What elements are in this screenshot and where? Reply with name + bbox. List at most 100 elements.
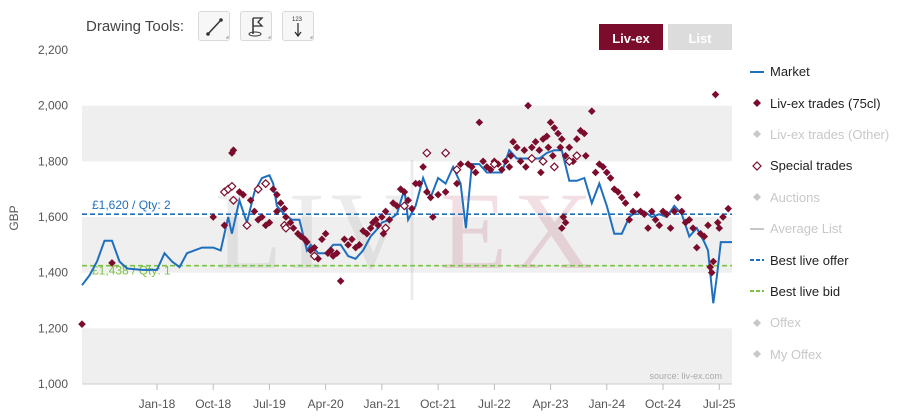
trade-point[interactable]: [369, 218, 377, 227]
trade-point[interactable]: [591, 168, 600, 177]
trade-point[interactable]: [632, 190, 641, 199]
trade-point[interactable]: [621, 199, 630, 207]
line-tool-button[interactable]: [198, 11, 231, 41]
special-trade-point[interactable]: [227, 181, 237, 192]
trade-point[interactable]: [617, 193, 626, 202]
trade-point[interactable]: [254, 215, 262, 224]
trade-point[interactable]: [561, 218, 570, 227]
trade-point[interactable]: [565, 143, 574, 152]
special-trade-point[interactable]: [549, 162, 559, 172]
trade-point[interactable]: [640, 210, 649, 219]
trade-point[interactable]: [644, 224, 652, 232]
trade-point[interactable]: [546, 118, 555, 127]
trade-point[interactable]: [550, 124, 559, 132]
legend-item[interactable]: Liv-ex trades (Other): [750, 119, 900, 150]
trade-point[interactable]: [280, 204, 289, 213]
legend-item[interactable]: Auctions: [750, 182, 900, 213]
trade-point[interactable]: [374, 221, 382, 230]
special-trade-point[interactable]: [440, 148, 451, 158]
trade-point[interactable]: [385, 215, 394, 224]
trade-point[interactable]: [674, 193, 682, 202]
trade-point[interactable]: [479, 157, 487, 166]
trade-point[interactable]: [602, 168, 611, 177]
trade-point[interactable]: [258, 213, 266, 221]
trade-point[interactable]: [692, 243, 701, 252]
special-trade-point[interactable]: [538, 156, 548, 166]
legend-item[interactable]: Market: [750, 56, 900, 87]
flag-tool-button[interactable]: [240, 11, 273, 41]
special-trade-point[interactable]: [253, 184, 263, 194]
trade-point[interactable]: [599, 163, 607, 171]
trade-point[interactable]: [340, 235, 349, 244]
trade-point[interactable]: [606, 174, 615, 182]
trade-point[interactable]: [516, 157, 525, 166]
trade-point[interactable]: [475, 118, 484, 127]
legend-item[interactable]: Average List: [750, 213, 900, 244]
trade-point[interactable]: [535, 146, 544, 154]
special-trade-point[interactable]: [452, 165, 462, 175]
special-trade-point[interactable]: [564, 156, 574, 166]
trade-point[interactable]: [235, 188, 244, 196]
trade-point[interactable]: [505, 163, 514, 171]
trade-point[interactable]: [556, 143, 565, 152]
trade-point[interactable]: [456, 160, 465, 168]
measure-tool-button[interactable]: 123: [282, 11, 315, 41]
trade-point[interactable]: [379, 229, 388, 238]
trade-point[interactable]: [239, 190, 247, 199]
trade-point[interactable]: [713, 218, 722, 227]
trade-point[interactable]: [666, 224, 675, 232]
trade-point[interactable]: [677, 207, 686, 216]
trade-point[interactable]: [662, 210, 671, 219]
trade-point[interactable]: [670, 207, 679, 216]
trade-point[interactable]: [381, 207, 390, 216]
trade-point[interactable]: [363, 229, 371, 238]
trade-point[interactable]: [719, 213, 727, 221]
trade-point[interactable]: [400, 188, 409, 196]
trade-point[interactable]: [513, 143, 521, 152]
trade-point[interactable]: [588, 107, 596, 116]
trade-point[interactable]: [554, 129, 562, 138]
trade-point[interactable]: [419, 163, 427, 171]
trade-point[interactable]: [509, 138, 517, 146]
trade-point[interactable]: [273, 207, 281, 216]
trade-point[interactable]: [434, 190, 442, 199]
trade-point[interactable]: [655, 221, 664, 230]
trade-point[interactable]: [689, 224, 697, 232]
special-trade-point[interactable]: [261, 178, 271, 189]
trade-point[interactable]: [265, 218, 274, 227]
trade-point[interactable]: [108, 259, 116, 267]
trade-point[interactable]: [537, 168, 545, 177]
trade-point[interactable]: [404, 196, 412, 205]
trade-point[interactable]: [707, 268, 716, 277]
trade-point[interactable]: [629, 207, 637, 216]
legend-item[interactable]: Best live offer: [750, 244, 900, 275]
trade-point[interactable]: [294, 229, 302, 238]
trade-point[interactable]: [544, 143, 553, 152]
trade-point[interactable]: [441, 188, 450, 196]
trade-point[interactable]: [220, 221, 229, 230]
trade-point[interactable]: [310, 243, 319, 252]
legend-item[interactable]: Special trades: [750, 150, 900, 181]
trade-point[interactable]: [389, 199, 397, 207]
trade-point[interactable]: [429, 213, 437, 221]
trade-point[interactable]: [415, 179, 424, 188]
trade-point[interactable]: [715, 224, 724, 232]
trade-point[interactable]: [696, 229, 705, 238]
trade-point[interactable]: [595, 160, 604, 168]
trade-point[interactable]: [348, 235, 356, 244]
special-trade-point[interactable]: [228, 195, 239, 205]
special-trade-point[interactable]: [380, 223, 391, 233]
trade-point[interactable]: [520, 146, 529, 154]
trade-point[interactable]: [549, 151, 557, 160]
trade-point[interactable]: [582, 151, 590, 160]
trade-point[interactable]: [614, 188, 622, 196]
tab-livex[interactable]: Liv-ex: [599, 24, 663, 52]
trade-point[interactable]: [269, 185, 277, 193]
special-trade-point[interactable]: [399, 201, 410, 211]
trade-point[interactable]: [576, 126, 585, 135]
trade-point[interactable]: [647, 207, 656, 216]
trade-point[interactable]: [531, 138, 540, 146]
special-trade-point[interactable]: [422, 148, 432, 158]
trade-point[interactable]: [408, 204, 416, 213]
trade-point[interactable]: [306, 246, 315, 255]
